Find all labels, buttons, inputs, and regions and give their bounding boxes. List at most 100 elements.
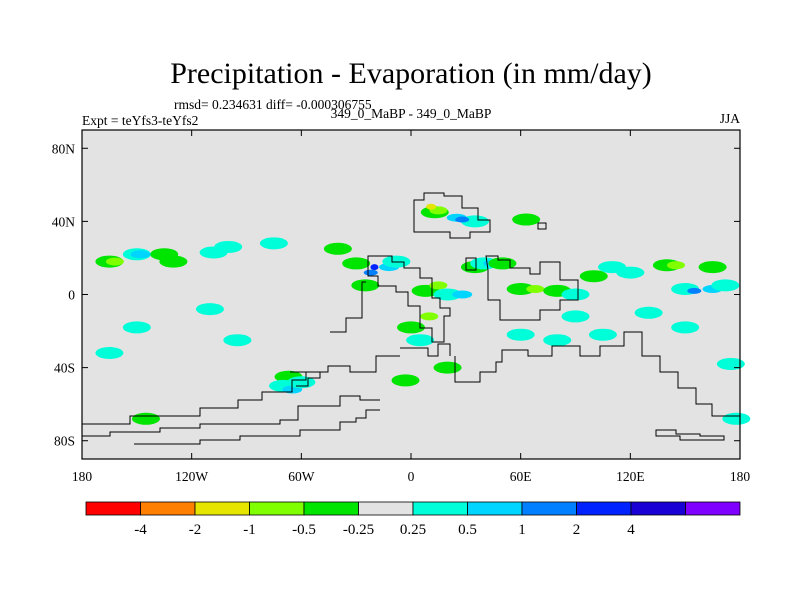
experiment-label: Expt = teYfs3-teYfs2 (82, 113, 198, 128)
colorbar-swatch (576, 501, 632, 516)
anomaly-patch (433, 361, 462, 374)
colorbar-swatch (249, 501, 305, 516)
x-axis: 180 120W 60W 0 60E 120E 180 (72, 130, 751, 484)
anomaly-patch (526, 285, 545, 294)
chart-title: Precipitation - Evaporation (in mm/day) (170, 57, 652, 90)
anomaly-patch (259, 237, 288, 250)
colorbar-swatch (358, 501, 414, 516)
colorbar-label: 1 (518, 522, 526, 538)
anomaly-patch (426, 203, 437, 210)
anomaly-patch (363, 269, 378, 276)
anomaly-patch (698, 261, 727, 274)
y-tick-label: 40S (54, 361, 75, 376)
anomaly-patch (634, 306, 663, 319)
anomaly-patch (159, 255, 188, 268)
anomaly-patch (543, 334, 572, 347)
colorbar-label: 0.5 (458, 522, 477, 538)
coastline (465, 257, 477, 271)
anomaly-patch (512, 213, 541, 226)
colorbar-swatch (630, 501, 686, 516)
anomaly-patch (506, 283, 535, 296)
anomaly-patch (397, 321, 425, 334)
colorbar-swatch (194, 501, 250, 516)
anomaly-patch (105, 257, 124, 266)
coastline (485, 255, 579, 321)
anomaly-patch (351, 279, 380, 292)
anomaly-patch (433, 288, 462, 301)
coastline (413, 192, 491, 239)
coastline (400, 343, 451, 357)
colorbar-swatch (85, 501, 141, 516)
colorbar-label: -0.25 (343, 522, 374, 538)
anomaly-patch (687, 287, 702, 294)
colorbar-label: 4 (627, 522, 635, 538)
colorbar-label: 2 (573, 522, 581, 538)
anomaly-patch (370, 264, 379, 271)
anomaly-patch (95, 346, 124, 359)
colorbar-label: 0.25 (400, 522, 426, 538)
anomaly-patch (561, 288, 590, 301)
anomaly-patch (716, 357, 745, 370)
x-tick-label: 0 (408, 469, 415, 484)
anomaly-patch (420, 312, 439, 321)
coastline (454, 331, 740, 417)
x-tick-label: 60W (288, 469, 315, 484)
x-tick-label: 120E (616, 469, 645, 484)
anomaly-patch (323, 242, 352, 255)
colorbar-label: -2 (189, 522, 202, 538)
anomaly-patch (722, 412, 751, 425)
anomaly-patch (406, 334, 435, 347)
y-tick-label: 40N (52, 214, 76, 229)
colorbar: -4 -2 -1 -0.5 -0.25 0.25 0.5 1 2 4 (85, 501, 741, 538)
coastline (290, 371, 321, 387)
plot-area (82, 130, 740, 459)
anomaly-patch (131, 412, 160, 425)
colorbar-label: -4 (134, 522, 147, 538)
anomaly-patch (616, 266, 645, 279)
x-tick-label: 60E (510, 469, 532, 484)
colorbar-swatch (412, 501, 468, 516)
anomaly-patch (391, 374, 420, 387)
colorbar-swatch (521, 501, 577, 516)
y-tick-label: 80N (52, 141, 76, 156)
coastline (82, 355, 400, 425)
anomaly-patch (195, 303, 224, 316)
anomaly-patch (452, 290, 473, 299)
anomaly-patch (130, 250, 151, 259)
anomaly-patch (429, 281, 448, 290)
anomaly-patch (588, 328, 617, 341)
colorbar-swatch (140, 501, 196, 516)
anomaly-patch (455, 216, 470, 223)
coastline (537, 222, 547, 230)
colorbar-swatch (685, 501, 741, 516)
coastline (655, 429, 725, 441)
x-tick-label: 120W (175, 469, 208, 484)
period-label: 349_0_MaBP - 349_0_MaBP (331, 106, 492, 121)
stats-label: rmsd= 0.234631 diff= -0.000306755 (174, 97, 372, 112)
coastline-layer (82, 192, 740, 445)
y-tick-label: 0 (68, 288, 75, 303)
season-label: JJA (720, 111, 741, 126)
anomaly-patch (671, 321, 700, 334)
anomaly-patch (223, 334, 252, 347)
anomaly-patch (579, 270, 608, 283)
y-tick-label: 80S (54, 434, 75, 449)
x-tick-label: 180 (730, 469, 751, 484)
anomaly-patch (342, 257, 371, 270)
y-axis: 80N 40N 0 40S 80S (52, 141, 740, 449)
coastline (330, 281, 366, 333)
anomaly-patch (122, 321, 151, 334)
anomaly-patch (667, 261, 686, 270)
colorbar-swatch (467, 501, 523, 516)
x-tick-label: 180 (72, 469, 93, 484)
colorbar-label: -0.5 (292, 522, 316, 538)
coastline (134, 409, 380, 445)
anomaly-patch (711, 279, 740, 292)
anomaly-patch (506, 328, 535, 341)
colorbar-label: -1 (243, 522, 256, 538)
coastline (367, 255, 451, 343)
colorbar-swatch (303, 501, 359, 516)
anomaly-patch (214, 240, 243, 253)
anomaly-patch (561, 310, 590, 323)
